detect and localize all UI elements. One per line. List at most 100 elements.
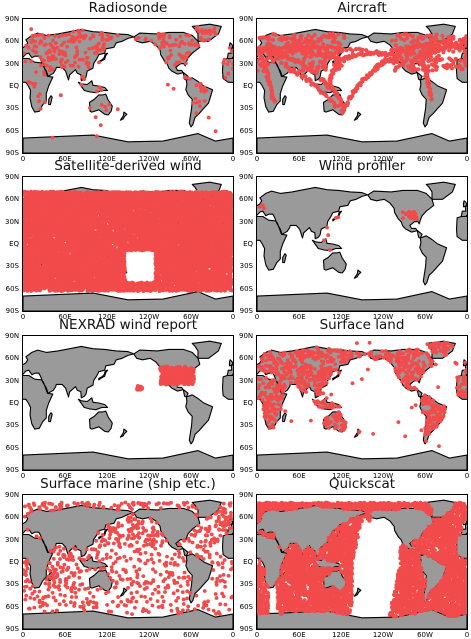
observation-point (73, 61, 77, 65)
observation-point (62, 41, 66, 45)
observation-point (95, 134, 99, 138)
observation-point (199, 85, 203, 89)
observation-point (292, 34, 296, 38)
observation-point (406, 64, 410, 68)
observation-point (375, 49, 379, 53)
observation-point (265, 57, 269, 61)
observation-point (340, 64, 344, 68)
observation-point (292, 40, 296, 44)
observation-point (172, 87, 176, 91)
observation-point (106, 33, 110, 37)
latitude-label: 30S (5, 104, 19, 112)
observation-point (283, 61, 287, 65)
observation-point (198, 104, 202, 108)
observation-point (395, 60, 399, 64)
observation-point (54, 41, 58, 45)
world-map (256, 18, 468, 154)
observation-point (169, 49, 173, 53)
observation-point (37, 33, 41, 37)
observation-point (57, 35, 61, 39)
observation-point (39, 39, 43, 43)
observation-point (454, 65, 458, 69)
observation-point (59, 93, 63, 97)
observation-point (227, 59, 231, 63)
observation-point (447, 37, 451, 41)
observation-point (404, 59, 408, 63)
observation-point (116, 34, 120, 38)
observation-point (81, 29, 85, 33)
observation-point (74, 46, 78, 50)
observation-point (459, 58, 463, 62)
observation-point (223, 58, 227, 62)
observation-point (77, 31, 81, 35)
observation-point (64, 33, 68, 37)
observation-point (100, 103, 104, 107)
observation-point (94, 115, 98, 119)
observation-point (59, 58, 63, 62)
observation-point (393, 69, 397, 73)
observation-point (99, 123, 103, 127)
observation-point (280, 37, 284, 41)
observation-point (297, 46, 301, 50)
observation-point (72, 40, 76, 44)
observation-point (413, 56, 417, 60)
observation-point (170, 43, 174, 47)
observation-point (228, 46, 232, 50)
observation-point (97, 42, 101, 46)
observation-point (271, 38, 275, 42)
latitude-label: 60N (5, 37, 19, 45)
observation-point (258, 36, 262, 40)
observation-point (409, 49, 413, 53)
observation-point (82, 77, 86, 81)
observation-point (79, 35, 83, 39)
observation-point (190, 43, 194, 47)
observation-point (214, 129, 218, 133)
observation-point (340, 49, 344, 53)
observation-point (80, 83, 84, 87)
observation-point (87, 66, 91, 70)
observation-point (60, 65, 64, 69)
observation-point (48, 42, 52, 46)
observation-point (226, 62, 230, 66)
observation-point (429, 93, 433, 97)
observation-point (421, 43, 425, 47)
observation-point (390, 39, 394, 43)
observation-point (100, 88, 104, 92)
observation-point (440, 34, 444, 38)
observation-point (364, 48, 368, 52)
observation-point (211, 29, 215, 33)
observation-point (32, 85, 36, 89)
observation-point (44, 43, 48, 47)
observation-point (434, 59, 438, 63)
observation-point (418, 62, 422, 66)
observation-point (440, 57, 444, 61)
observation-point (327, 35, 331, 39)
observation-point (342, 36, 346, 40)
observation-point (335, 46, 339, 50)
observation-point (67, 40, 71, 44)
observation-point (180, 55, 184, 59)
observation-point (282, 54, 286, 58)
observation-point (66, 59, 70, 63)
observation-point (187, 51, 191, 55)
observation-point (435, 55, 439, 59)
observation-point (33, 44, 37, 48)
observation-point (105, 108, 109, 112)
observation-point (24, 44, 28, 48)
observation-point (199, 82, 203, 86)
observation-point (303, 74, 307, 78)
observation-point (425, 48, 429, 52)
observation-point (43, 36, 47, 40)
observation-point (424, 55, 428, 59)
observation-point (307, 45, 311, 49)
observation-point (286, 41, 290, 45)
observation-point (431, 38, 435, 42)
observation-point (40, 58, 44, 62)
observation-point (444, 64, 448, 68)
observation-point (336, 104, 340, 108)
observation-point (88, 106, 92, 110)
observation-point (332, 67, 336, 71)
observation-point (167, 55, 171, 59)
observation-point (266, 62, 270, 66)
